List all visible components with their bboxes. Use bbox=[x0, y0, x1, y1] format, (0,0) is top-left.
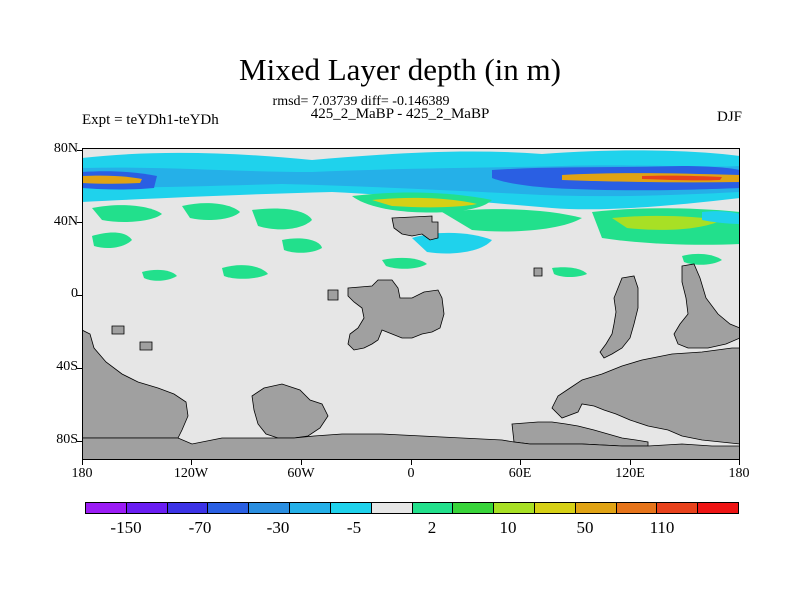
nh-yellow-north-atlantic bbox=[372, 197, 477, 208]
lat-tick bbox=[77, 295, 82, 296]
lon-tick bbox=[82, 460, 83, 465]
land-small-island bbox=[327, 289, 339, 301]
small-green-patch-3 bbox=[142, 269, 177, 281]
lon-tick bbox=[411, 460, 412, 465]
map-panel bbox=[82, 148, 740, 460]
colorbar-swatch bbox=[657, 503, 699, 513]
small-green-patch-1 bbox=[382, 257, 427, 269]
lon-tick bbox=[739, 460, 740, 465]
colorbar-label: 10 bbox=[499, 518, 517, 537]
lon-label: 60E bbox=[508, 466, 532, 481]
map-subtitle: 425_2_MaBP - 425_2_MaBP bbox=[310, 106, 490, 122]
colorbar bbox=[85, 502, 739, 514]
lon-label: 120E bbox=[615, 466, 645, 481]
colorbar-label: 110 bbox=[649, 518, 675, 537]
land-maritime-continent bbox=[673, 263, 740, 349]
green-patch-west-3 bbox=[92, 232, 132, 248]
land-north-america-patch bbox=[391, 215, 439, 241]
colorbar-label: -5 bbox=[346, 518, 362, 537]
lat-label: 80N bbox=[53, 141, 78, 156]
small-green-patch-5 bbox=[682, 253, 722, 265]
colorbar-swatch bbox=[494, 503, 535, 513]
stats-line: rmsd= 7.03739 diff= -0.146389 bbox=[272, 94, 450, 109]
small-green-patch-4 bbox=[552, 267, 587, 277]
land-small-island-4 bbox=[139, 341, 153, 351]
season-label: DJF bbox=[716, 109, 742, 125]
lat-tick bbox=[77, 222, 82, 223]
nh-orange-west bbox=[82, 175, 142, 184]
land-antarctica-west bbox=[251, 383, 329, 439]
lon-tick bbox=[520, 460, 521, 465]
colorbar-label: 2 bbox=[427, 518, 437, 537]
lon-label: 0 bbox=[407, 466, 415, 481]
lon-label: 180 bbox=[728, 466, 750, 481]
land-west-southern bbox=[82, 329, 189, 439]
land-small-island-2 bbox=[533, 267, 543, 277]
colorbar-swatch bbox=[290, 503, 331, 513]
anomaly-field bbox=[82, 150, 740, 281]
colorbar-swatch bbox=[412, 503, 454, 513]
green-patch-west-4 bbox=[252, 208, 312, 230]
colorbar-swatch bbox=[371, 503, 413, 513]
lat-tick bbox=[77, 150, 82, 151]
map-canvas bbox=[82, 150, 740, 460]
colorbar-swatch bbox=[575, 503, 617, 513]
land-antarctica-base bbox=[82, 433, 740, 460]
land-south-america bbox=[347, 279, 445, 351]
green-patch-west-5 bbox=[282, 238, 322, 253]
land-small-island-3 bbox=[111, 325, 125, 335]
lon-tick bbox=[301, 460, 302, 465]
colorbar-swatch bbox=[534, 503, 576, 513]
lon-label: 180 bbox=[71, 466, 93, 481]
lon-label: 60W bbox=[287, 466, 315, 481]
nh-red-east bbox=[642, 175, 722, 181]
colorbar-swatch bbox=[167, 503, 209, 513]
yellow-patch-east bbox=[612, 215, 722, 230]
land-australia bbox=[551, 347, 740, 445]
lon-tick bbox=[191, 460, 192, 465]
colorbar-swatch bbox=[249, 503, 291, 513]
colorbar-swatch bbox=[453, 503, 495, 513]
lat-tick bbox=[77, 441, 82, 442]
land-antarctica-east-strip bbox=[511, 421, 649, 447]
green-patch-west-1 bbox=[92, 205, 162, 222]
colorbar-swatch bbox=[698, 503, 738, 513]
map-title: Mixed Layer depth (in m) bbox=[239, 52, 561, 87]
green-patch-east-1 bbox=[442, 209, 582, 232]
colorbar-swatch bbox=[616, 503, 658, 513]
land-masses bbox=[82, 215, 740, 460]
colorbar-swatch bbox=[126, 503, 168, 513]
lon-label: 120W bbox=[173, 466, 209, 481]
lon-tick bbox=[630, 460, 631, 465]
green-patch-west-2 bbox=[182, 203, 240, 220]
lat-label: 40S bbox=[56, 359, 78, 374]
colorbar-label: -70 bbox=[188, 518, 212, 537]
light-blue-patch-east bbox=[702, 211, 740, 224]
colorbar-label: -30 bbox=[266, 518, 290, 537]
small-green-patch-2 bbox=[222, 265, 268, 279]
colorbar-label: 50 bbox=[576, 518, 594, 537]
lat-tick bbox=[77, 368, 82, 369]
colorbar-swatch bbox=[330, 503, 372, 513]
lat-label: 40N bbox=[53, 214, 78, 229]
colorbar-swatch bbox=[208, 503, 250, 513]
experiment-label: Expt = teYDh1-teYDh bbox=[82, 112, 219, 128]
colorbar-label: -150 bbox=[110, 518, 142, 537]
land-africa bbox=[599, 275, 639, 359]
lat-label: 80S bbox=[56, 432, 78, 447]
lat-label: 0 bbox=[71, 286, 78, 301]
colorbar-swatch bbox=[86, 503, 127, 513]
